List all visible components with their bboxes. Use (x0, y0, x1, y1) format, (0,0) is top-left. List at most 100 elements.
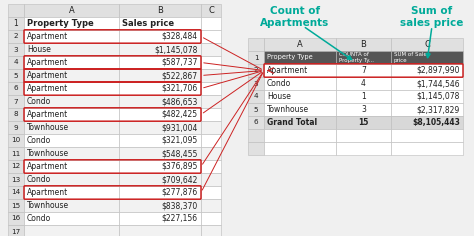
Text: C: C (424, 40, 430, 49)
Bar (248, 129, 264, 142)
Bar (248, 142, 264, 155)
Text: 7: 7 (14, 98, 18, 105)
Text: $8,105,443: $8,105,443 (412, 118, 460, 127)
Text: $1,744,546: $1,744,546 (416, 79, 460, 88)
Text: COUNTA of
Property Ty...: COUNTA of Property Ty... (339, 52, 374, 63)
Bar (264, 142, 336, 155)
Bar (264, 51, 336, 64)
Text: $2,317,829: $2,317,829 (417, 105, 460, 114)
Bar (264, 38, 336, 51)
Text: Condo: Condo (267, 79, 291, 88)
Bar (391, 64, 463, 77)
Bar (391, 90, 463, 103)
Bar (336, 38, 391, 51)
Text: $321,706: $321,706 (162, 84, 198, 93)
Text: 5: 5 (254, 106, 258, 113)
Text: 15: 15 (358, 118, 369, 127)
Bar (391, 103, 463, 116)
Bar (264, 90, 336, 103)
Text: House: House (27, 45, 51, 54)
Bar (24, 199, 119, 212)
Bar (24, 147, 119, 160)
Bar (391, 142, 463, 155)
Bar (391, 38, 463, 51)
Bar (264, 103, 336, 116)
Bar (336, 64, 391, 77)
Bar (201, 82, 221, 95)
Bar (201, 121, 221, 134)
Text: $328,484: $328,484 (162, 32, 198, 41)
Text: $1,145,078: $1,145,078 (417, 92, 460, 101)
Bar (119, 212, 201, 225)
Bar (201, 108, 221, 121)
Text: $482,425: $482,425 (162, 110, 198, 119)
Bar (119, 199, 201, 212)
Bar (264, 77, 336, 90)
Text: $227,156: $227,156 (162, 214, 198, 223)
Bar (336, 116, 391, 129)
Text: 3: 3 (361, 105, 366, 114)
Text: Condo: Condo (27, 175, 51, 184)
Bar (119, 186, 201, 199)
Bar (119, 69, 201, 82)
Text: A: A (69, 6, 74, 15)
Text: Townhouse: Townhouse (27, 123, 69, 132)
Bar (8, 173, 24, 186)
Text: 13: 13 (11, 177, 21, 182)
Bar (24, 43, 119, 56)
Bar (248, 77, 264, 90)
Bar (119, 108, 201, 121)
Bar (24, 212, 119, 225)
Bar (248, 116, 264, 129)
Text: B: B (157, 6, 163, 15)
Text: $931,004: $931,004 (162, 123, 198, 132)
Text: Condo: Condo (27, 214, 51, 223)
Text: 1: 1 (254, 55, 258, 60)
Text: Sum of
sales price: Sum of sales price (401, 6, 464, 28)
Text: $838,370: $838,370 (162, 201, 198, 210)
Bar (201, 30, 221, 43)
Bar (201, 147, 221, 160)
Bar (201, 199, 221, 212)
Bar (24, 121, 119, 134)
Bar (201, 69, 221, 82)
Bar (119, 160, 201, 173)
Text: 5: 5 (14, 72, 18, 79)
Bar (24, 160, 119, 173)
Bar (8, 134, 24, 147)
Bar (119, 30, 201, 43)
Bar (8, 225, 24, 236)
Bar (264, 129, 336, 142)
Bar (8, 108, 24, 121)
Text: $1,145,078: $1,145,078 (155, 45, 198, 54)
Bar (24, 69, 119, 82)
Bar (119, 82, 201, 95)
Bar (391, 129, 463, 142)
Text: Townhouse: Townhouse (267, 105, 309, 114)
Bar (119, 147, 201, 160)
Bar (119, 173, 201, 186)
Text: Apartment: Apartment (27, 188, 68, 197)
Text: C: C (208, 6, 214, 15)
Bar (336, 142, 391, 155)
Text: $709,642: $709,642 (162, 175, 198, 184)
Bar (119, 43, 201, 56)
Text: 4: 4 (254, 93, 258, 100)
Bar (24, 173, 119, 186)
Text: $2,897,990: $2,897,990 (417, 66, 460, 75)
Bar (391, 77, 463, 90)
Bar (336, 103, 391, 116)
Bar (8, 4, 24, 17)
Text: 6: 6 (14, 85, 18, 92)
Text: 17: 17 (11, 228, 21, 235)
Text: Townhouse: Townhouse (27, 201, 69, 210)
Text: Sales price: Sales price (122, 19, 174, 28)
Text: $321,095: $321,095 (162, 136, 198, 145)
Bar (8, 199, 24, 212)
Text: Apartment: Apartment (27, 58, 68, 67)
Bar (8, 43, 24, 56)
Bar (201, 160, 221, 173)
Bar (119, 17, 201, 30)
Text: 4: 4 (361, 79, 366, 88)
Text: 6: 6 (254, 119, 258, 126)
